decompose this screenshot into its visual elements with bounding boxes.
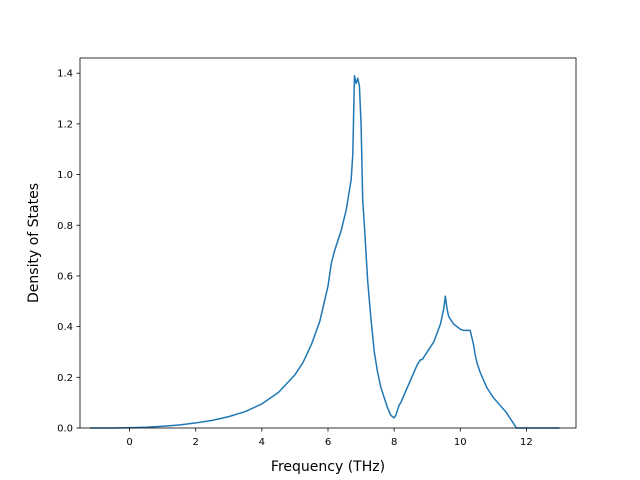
y-tick-label: 0.4 (57, 322, 73, 333)
data-layer (89, 74, 560, 429)
y-tick-label: 0.8 (57, 221, 73, 232)
x-tick-label: 2 (193, 437, 199, 448)
x-tick-label: 12 (520, 437, 533, 448)
y-axis: 0.0 0.2 0.4 0.6 0.8 1.0 1.2 1.4 (57, 69, 80, 435)
y-tick-label: 1.4 (57, 69, 73, 80)
y-tick-label: 0.0 (57, 424, 73, 435)
series-line-0 (89, 74, 560, 429)
plot-area (80, 58, 576, 428)
x-axis-label: Frequency (THz) (271, 459, 385, 475)
y-tick-label: 1.0 (57, 170, 73, 181)
x-tick-label: 0 (126, 437, 132, 448)
x-axis: 0 2 4 6 8 10 12 (126, 428, 533, 448)
x-tick-label: 10 (454, 437, 467, 448)
x-tick-label: 8 (391, 437, 397, 448)
y-axis-label: Density of States (26, 183, 42, 303)
y-tick-label: 1.2 (57, 119, 73, 130)
y-tick-label: 0.2 (57, 373, 73, 384)
y-tick-label: 0.6 (57, 271, 73, 282)
x-tick-label: 4 (259, 437, 265, 448)
x-tick-label: 6 (325, 437, 331, 448)
